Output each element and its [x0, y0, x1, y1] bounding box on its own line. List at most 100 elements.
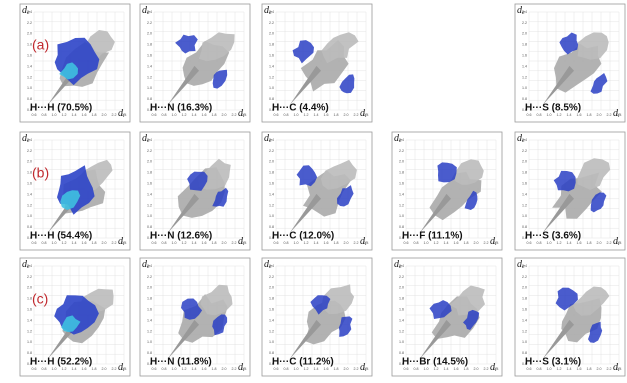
x-axis-label-sub: i	[365, 241, 367, 247]
y-tick-label: 1.6	[147, 54, 152, 58]
blob	[337, 185, 354, 207]
y-tick-label: 1.6	[399, 308, 404, 312]
x-tick-label: 1.0	[424, 241, 429, 245]
x-tick-label: 1.6	[82, 241, 87, 245]
x-tick-label: 0.6	[32, 367, 37, 371]
y-tick-label: 2.2	[27, 21, 32, 25]
y-tick-label: 1.2	[522, 329, 527, 333]
y-tick-label: 2.4	[27, 264, 32, 268]
x-tick-label: 2.4	[617, 113, 622, 117]
y-tick-label: 2.0	[522, 286, 527, 290]
y-tick-label: 1.6	[269, 182, 274, 186]
blob	[463, 309, 480, 330]
spike	[289, 319, 321, 360]
x-tick-label: 1.2	[62, 367, 67, 371]
x-axis-label-sub: i	[495, 241, 497, 247]
y-axis-label: de	[142, 259, 150, 270]
x-tick-label: 1.0	[52, 113, 57, 117]
y-tick-label: 2.4	[269, 264, 274, 268]
y-tick-label: 2.4	[399, 138, 404, 142]
y-tick-label: 1.8	[522, 43, 527, 47]
x-tick-label: 1.4	[192, 241, 197, 245]
x-tick-label: 1.4	[567, 113, 572, 117]
x-axis-label-sub: i	[243, 113, 245, 119]
x-axis-label-sub: i	[123, 113, 125, 119]
y-axis-label: de	[142, 133, 150, 144]
spike	[419, 193, 451, 234]
blob	[321, 284, 355, 315]
y-axis-label-sub: e	[269, 264, 272, 270]
y-tick-label: 1.4	[269, 64, 274, 68]
spike	[419, 319, 451, 360]
y-tick-label: 0.8	[522, 351, 527, 355]
x-axis-label-d: d	[118, 108, 124, 119]
y-tick-label: 1.0	[399, 340, 404, 344]
x-tick-label: 1.0	[172, 241, 177, 245]
x-tick-label: 0.6	[274, 113, 279, 117]
x-axis-label: di	[360, 108, 367, 119]
y-axis-label-d: d	[264, 5, 270, 16]
x-tick-label: 1.4	[192, 113, 197, 117]
contact-label: H···H (70.5%)	[30, 103, 92, 114]
x-tick-label: 1.6	[82, 113, 87, 117]
y-tick-label: 1.0	[269, 340, 274, 344]
y-axis-label-sub: e	[147, 264, 150, 270]
y-tick-label: 0.6	[269, 362, 274, 366]
blob	[590, 73, 608, 94]
x-tick-label: 1.6	[202, 241, 207, 245]
x-tick-label: 1.4	[444, 367, 449, 371]
x-tick-label: 2.0	[597, 113, 602, 117]
y-tick-label: 0.6	[27, 362, 32, 366]
y-axis-label-d: d	[22, 133, 28, 144]
y-tick-label: 2.2	[522, 21, 527, 25]
y-tick-label: 1.2	[147, 75, 152, 79]
y-axis-label: de	[264, 5, 272, 16]
x-tick-label: 2.2	[607, 113, 612, 117]
y-axis-label-sub: e	[399, 138, 402, 144]
blob	[559, 32, 579, 55]
y-tick-label: 1.0	[522, 214, 527, 218]
blob	[320, 159, 357, 190]
y-tick-label: 2.2	[269, 21, 274, 25]
y-tick-label: 0.8	[147, 351, 152, 355]
y-tick-label: 2.4	[522, 264, 527, 268]
y-tick-label: 0.8	[147, 225, 152, 229]
x-axis-label: di	[118, 236, 125, 247]
y-axis-label: de	[517, 133, 525, 144]
x-tick-label: 0.6	[527, 241, 532, 245]
x-tick-label: 1.6	[454, 241, 459, 245]
y-axis-label-d: d	[517, 133, 523, 144]
y-tick-label: 1.0	[147, 86, 152, 90]
x-axis-label-sub: i	[365, 113, 367, 119]
y-tick-label: 2.0	[147, 286, 152, 290]
x-axis-label-d: d	[490, 236, 496, 247]
blob	[464, 190, 478, 210]
x-tick-label: 1.2	[557, 113, 562, 117]
blob	[181, 298, 203, 320]
x-tick-label: 1.2	[304, 113, 309, 117]
blob	[577, 32, 609, 60]
x-tick-label: 2.0	[102, 113, 107, 117]
x-tick-label: 0.8	[537, 367, 542, 371]
y-tick-label: 0.8	[399, 225, 404, 229]
y-tick-label: 1.0	[27, 214, 32, 218]
spike	[542, 319, 574, 360]
y-tick-label: 2.0	[399, 286, 404, 290]
y-tick-label: 1.0	[522, 86, 527, 90]
y-tick-label: 1.8	[147, 43, 152, 47]
x-tick-label: 0.6	[527, 113, 532, 117]
y-tick-label: 0.6	[522, 236, 527, 240]
contact-label: H···H (54.4%)	[30, 231, 92, 242]
y-tick-label: 2.4	[27, 138, 32, 142]
x-tick-label: 1.4	[72, 367, 77, 371]
x-tick-label: 1.2	[62, 241, 67, 245]
fingerprint-panel: 0.6 0.8 1.0 1.2 1.4 1.6 1.8 2.0 2.2 2.4 2.4 2.2 2.0 1…	[139, 3, 251, 123]
spike	[542, 193, 574, 234]
y-axis-label-d: d	[22, 259, 28, 270]
y-tick-label: 2.2	[147, 149, 152, 153]
x-tick-label: 1.4	[314, 241, 319, 245]
y-tick-label: 1.2	[27, 203, 32, 207]
x-tick-label: 1.2	[557, 241, 562, 245]
y-tick-label: 2.2	[27, 275, 32, 279]
spike	[289, 65, 321, 106]
